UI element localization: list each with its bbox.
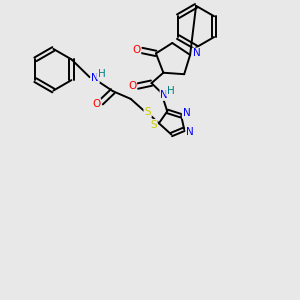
Text: N: N: [183, 108, 190, 118]
Text: O: O: [128, 81, 136, 91]
Text: N: N: [160, 90, 168, 100]
Text: N: N: [186, 127, 194, 136]
Text: S: S: [144, 107, 151, 117]
Text: O: O: [132, 44, 140, 55]
Text: H: H: [98, 69, 105, 79]
Text: O: O: [92, 99, 100, 109]
Text: H: H: [167, 86, 175, 96]
Text: S: S: [150, 120, 157, 130]
Text: N: N: [91, 73, 99, 83]
Text: N: N: [193, 48, 200, 59]
